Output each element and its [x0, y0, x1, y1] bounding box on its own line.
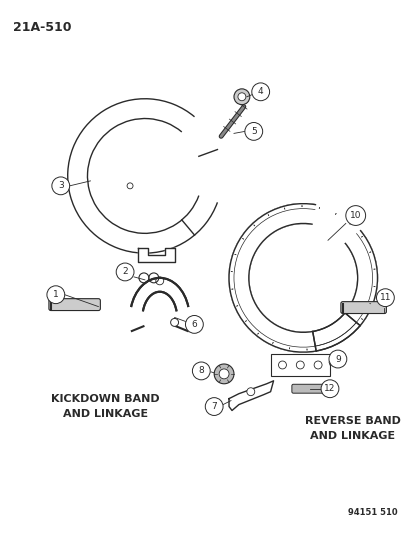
Circle shape [345, 206, 365, 225]
Circle shape [296, 361, 304, 369]
Text: 21A-510: 21A-510 [13, 21, 71, 34]
Text: 7: 7 [211, 402, 216, 411]
Circle shape [185, 316, 203, 333]
FancyBboxPatch shape [49, 298, 100, 311]
Circle shape [214, 364, 233, 384]
Text: REVERSE BAND: REVERSE BAND [304, 416, 400, 426]
Polygon shape [228, 381, 273, 410]
Circle shape [278, 361, 286, 369]
Circle shape [52, 177, 69, 195]
Circle shape [233, 89, 249, 104]
Text: 2: 2 [122, 268, 128, 277]
Circle shape [192, 362, 210, 380]
FancyBboxPatch shape [270, 354, 329, 376]
FancyBboxPatch shape [340, 302, 385, 313]
Text: AND LINKAGE: AND LINKAGE [63, 408, 147, 418]
Circle shape [328, 350, 346, 368]
Text: 4: 4 [257, 87, 263, 96]
Circle shape [320, 380, 338, 398]
Text: AND LINKAGE: AND LINKAGE [309, 431, 394, 441]
Polygon shape [138, 248, 174, 262]
Circle shape [246, 387, 254, 395]
Circle shape [313, 361, 321, 369]
Circle shape [47, 286, 64, 304]
Circle shape [237, 93, 245, 101]
Circle shape [116, 263, 134, 281]
Text: 11: 11 [379, 293, 390, 302]
Circle shape [251, 83, 269, 101]
Polygon shape [131, 326, 187, 357]
Text: 94151 510: 94151 510 [347, 508, 396, 518]
Circle shape [205, 398, 223, 415]
Circle shape [218, 369, 228, 379]
Text: 1: 1 [53, 290, 59, 299]
Circle shape [127, 183, 133, 189]
Circle shape [170, 318, 178, 326]
Text: 6: 6 [191, 320, 197, 329]
Text: KICKDOWN BAND: KICKDOWN BAND [51, 394, 159, 403]
Text: 3: 3 [58, 181, 64, 190]
Polygon shape [228, 204, 377, 352]
Circle shape [244, 123, 262, 140]
Text: 12: 12 [323, 384, 335, 393]
Text: 9: 9 [334, 354, 340, 364]
FancyBboxPatch shape [291, 384, 326, 393]
Text: 5: 5 [250, 127, 256, 136]
Text: 10: 10 [349, 211, 361, 220]
Circle shape [375, 289, 393, 306]
Text: 8: 8 [198, 366, 204, 375]
